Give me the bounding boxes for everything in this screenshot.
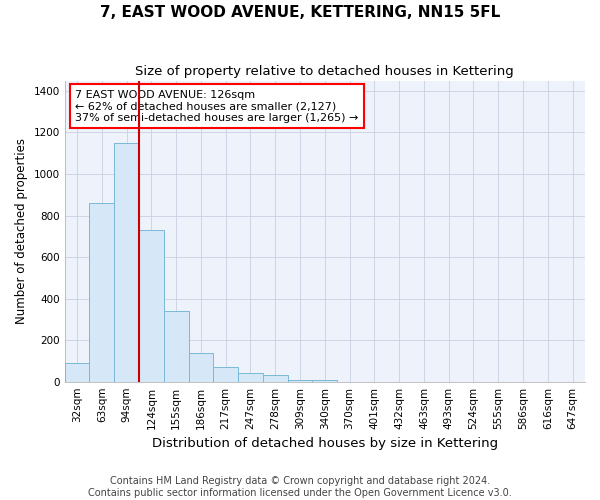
Bar bbox=[164, 311, 188, 382]
X-axis label: Distribution of detached houses by size in Kettering: Distribution of detached houses by size … bbox=[152, 437, 498, 450]
Text: 7, EAST WOOD AVENUE, KETTERING, NN15 5FL: 7, EAST WOOD AVENUE, KETTERING, NN15 5FL bbox=[100, 5, 500, 20]
Bar bbox=[114, 143, 139, 382]
Bar bbox=[89, 203, 114, 382]
Text: 7 EAST WOOD AVENUE: 126sqm
← 62% of detached houses are smaller (2,127)
37% of s: 7 EAST WOOD AVENUE: 126sqm ← 62% of deta… bbox=[75, 90, 358, 123]
Y-axis label: Number of detached properties: Number of detached properties bbox=[15, 138, 28, 324]
Bar bbox=[287, 380, 313, 382]
Bar bbox=[65, 363, 89, 382]
Bar bbox=[214, 367, 238, 382]
Bar bbox=[188, 352, 214, 382]
Bar bbox=[139, 230, 164, 382]
Bar bbox=[313, 380, 337, 382]
Title: Size of property relative to detached houses in Kettering: Size of property relative to detached ho… bbox=[136, 65, 514, 78]
Bar bbox=[263, 376, 287, 382]
Bar bbox=[238, 374, 263, 382]
Text: Contains HM Land Registry data © Crown copyright and database right 2024.
Contai: Contains HM Land Registry data © Crown c… bbox=[88, 476, 512, 498]
